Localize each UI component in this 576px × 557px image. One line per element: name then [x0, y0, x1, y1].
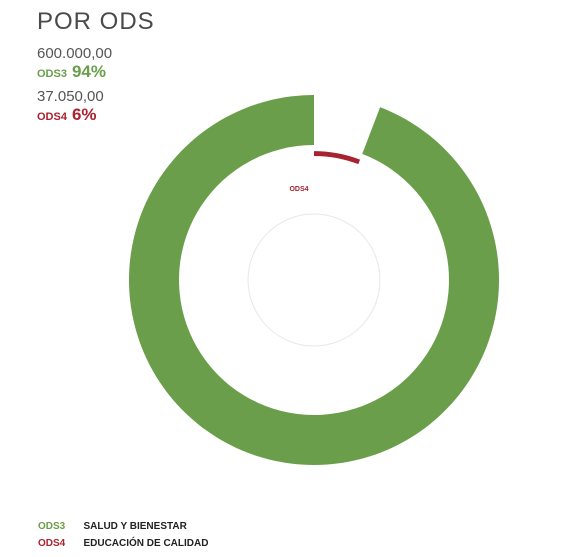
legend-code: ODS3: [38, 521, 66, 532]
stat-ods3: 600.000,00 ODS3 94%: [37, 46, 112, 82]
chart-title: POR ODS: [37, 8, 155, 35]
stat-percent: 6%: [71, 105, 97, 124]
stat-code: ODS3: [37, 68, 67, 80]
stat-percent: 94%: [71, 62, 106, 81]
slice-label-ods4: ODS4: [289, 186, 308, 193]
stat-code: ODS4: [37, 111, 67, 123]
slice-ods4[interactable]: [314, 151, 361, 165]
legend-code: ODS4: [38, 538, 66, 549]
slice-ods3[interactable]: [128, 95, 500, 465]
legend-item-ods3: ODS3 SALUD Y BIENESTAR: [38, 516, 187, 534]
legend-item-ods4: ODS4 EDUCACIÓN DE CALIDAD: [38, 533, 208, 551]
inner-guide-circle: [247, 213, 381, 347]
stat-amount: 37.050,00: [37, 88, 104, 105]
slice-label-ods3: ODS3: [289, 118, 308, 125]
legend-label: SALUD Y BIENESTAR: [83, 521, 187, 532]
legend-label: EDUCACIÓN DE CALIDAD: [83, 538, 209, 549]
stat-amount: 600.000,00: [37, 45, 113, 62]
stat-ods4: 37.050,00 ODS4 6%: [37, 89, 104, 125]
